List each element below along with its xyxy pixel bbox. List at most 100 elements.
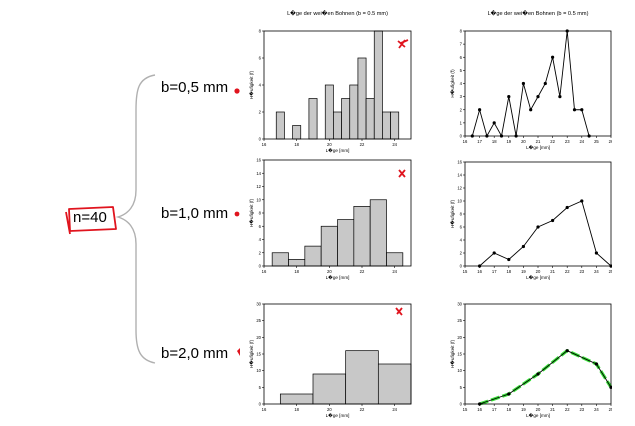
c3-series-line	[479, 200, 612, 267]
c1-y-tick-label-8: 8	[460, 29, 463, 34]
c4-bar-3	[377, 363, 412, 405]
c5-x-tick-label-3: 18	[506, 407, 511, 412]
c1-y-tick-label-7: 7	[460, 42, 463, 47]
c3-point-8	[594, 251, 598, 255]
c5-y-tick-label-2: 10	[457, 368, 462, 373]
c2-y-tick-label-2: 4	[259, 237, 262, 242]
c3-y-tick-label-3: 6	[460, 225, 463, 230]
c4-bar-2	[345, 350, 379, 405]
c2-bar-6	[369, 199, 387, 267]
frequency-polygon-b20: 15 16 17 18 19 20 21 22 23 24 25 0 5 10 15 20 25 30 L�ge […	[449, 302, 612, 418]
c1-x-tick-label-9: 25	[594, 139, 599, 144]
c4-x-tick-label-3: 22	[360, 407, 365, 412]
c1-x-tick-label-5: 21	[536, 139, 541, 144]
c0-bar-13	[373, 30, 383, 140]
c0-x-tick-label-0: 16	[262, 142, 267, 147]
c3-y-axis-label: H�ufigkeit (f)	[449, 199, 455, 228]
c3-point-6	[565, 205, 569, 210]
red-cross-3	[395, 307, 403, 316]
c3-y-tick-label-7: 14	[457, 173, 462, 178]
c3-x-tick-label-0: 15	[463, 269, 468, 274]
c3-y-tick-label-6: 12	[457, 186, 462, 191]
c1-y-tick-label-6: 6	[460, 55, 463, 60]
c1-point-5	[507, 95, 511, 99]
c0-bar-9	[341, 98, 351, 140]
c0-x-tick-label-4: 24	[392, 142, 397, 147]
c3-x-axis-label: L�ge [mm]	[526, 274, 550, 280]
c0-x-tick-label-3: 22	[360, 142, 365, 147]
c5-x-tick-label-10: 25	[609, 407, 612, 412]
c4-x-tick-label-4: 24	[392, 407, 397, 412]
c0-x-axis-label: L�ge [mm]	[326, 147, 350, 153]
curly-brace	[115, 74, 156, 364]
c0-bar-12	[365, 98, 375, 140]
c3-x-tick-label-7: 22	[565, 269, 570, 274]
c5-x-tick-label-2: 17	[492, 407, 497, 412]
c1-y-axis-label: H�ufigkeit (f)	[449, 69, 455, 98]
c5-x-tick-label-5: 20	[536, 407, 541, 412]
c0-bar-15	[390, 111, 400, 140]
c0-bar-1	[275, 111, 285, 140]
bin-width-label-05: b=0,5 mm	[161, 79, 229, 96]
c5-point-4	[594, 362, 598, 366]
c3-x-tick-label-3: 18	[506, 269, 511, 274]
c2-y-tick-label-8: 16	[256, 158, 261, 163]
c2-bar-4	[337, 219, 355, 267]
c4-y-tick-label-5: 25	[256, 318, 261, 323]
c3-point-1	[492, 251, 496, 255]
frequency-polygon-b10: 15161718192021222324250246810121416L�ge …	[449, 160, 612, 280]
c3-y-tick-label-5: 10	[457, 199, 462, 204]
c3-plot-frame	[464, 161, 612, 267]
c3-x-tick-label-5: 20	[536, 269, 541, 274]
c1-x-tick-label-0: 16	[463, 139, 468, 144]
c1-y-tick-label-0: 0	[460, 134, 463, 139]
c1-plot-frame	[464, 30, 612, 137]
c5-x-tick-label-4: 19	[521, 407, 526, 412]
c1-x-axis-label: L�ge [mm]	[526, 144, 550, 150]
c1-x-tick-label-1: 17	[477, 139, 482, 144]
c2-x-tick-label-1: 18	[294, 269, 299, 274]
c1-point-14	[572, 108, 577, 112]
c0-bar-14	[382, 111, 391, 140]
c1-x-tick-label-8: 24	[579, 139, 584, 144]
c2-y-tick-label-4: 8	[259, 211, 262, 216]
c3-x-tick-label-8: 23	[579, 269, 584, 274]
c2-x-axis-label: L�ge [mm]	[326, 274, 350, 280]
c1-point-3	[492, 121, 496, 125]
c0-bar-11	[357, 57, 367, 140]
c2-y-tick-label-3: 6	[259, 224, 262, 229]
c5-y-axis-label: H�ufigkeit (f)	[449, 339, 455, 368]
c1-point-7	[521, 81, 525, 86]
c5-series-line	[479, 350, 612, 405]
c4-y-tick-label-3: 15	[256, 352, 261, 357]
c5-x-axis-label: L�ge [mm]	[526, 412, 550, 418]
c3-x-tick-label-2: 17	[492, 269, 497, 274]
c2-x-tick-label-3: 22	[360, 269, 365, 274]
c0-bar-3	[292, 125, 302, 140]
c4-x-tick-label-1: 18	[294, 407, 299, 412]
c1-y-tick-label-2: 2	[460, 107, 463, 112]
c4-y-tick-label-2: 10	[256, 368, 261, 373]
c4-bar-0	[279, 393, 314, 405]
c0-y-tick-label-2: 4	[259, 83, 262, 88]
c1-x-tick-label-6: 22	[550, 139, 555, 144]
c0-bar-5	[308, 98, 318, 140]
c2-y-tick-label-1: 2	[259, 250, 262, 255]
c1-x-tick-label-10: 26	[609, 139, 612, 144]
c2-bar-3	[320, 225, 338, 267]
c5-y-tick-label-5: 25	[457, 318, 462, 323]
c2-bar-0	[271, 252, 289, 267]
c3-x-tick-label-6: 21	[550, 269, 555, 274]
c2-x-tick-label-4: 24	[392, 269, 397, 274]
c2-x-tick-label-0: 16	[262, 269, 267, 274]
c0-bar-7	[324, 84, 334, 140]
c2-x-tick-label-2: 20	[327, 269, 332, 274]
c0-x-tick-label-2: 20	[327, 142, 332, 147]
c1-chart-title: L�ge der wei�en Bohnen (b = 0.5 mm)	[488, 9, 589, 17]
frequency-polygon-b05: L�ge der wei�en Bohnen (b = 0.5 mm)16 17 1…	[449, 9, 612, 150]
red-dot-2	[234, 211, 240, 217]
c3-y-tick-label-0: 0	[460, 264, 463, 269]
c3-x-tick-label-4: 19	[521, 269, 526, 274]
c2-bar-5	[353, 206, 371, 267]
